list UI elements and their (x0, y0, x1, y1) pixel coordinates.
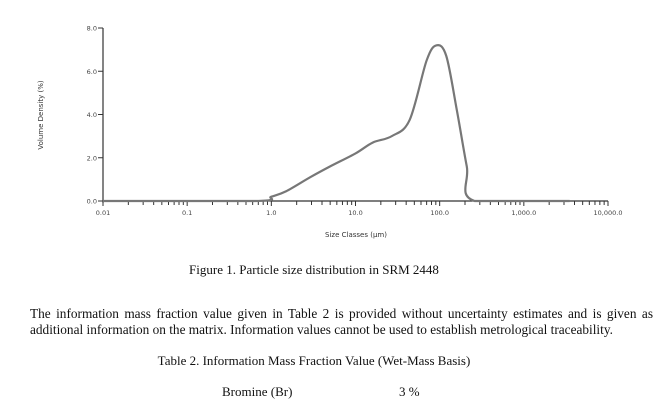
chart-ticks: 0.0 2.0 4.0 6.0 8.0 0.01 0.1 1.0 10.0 100.0 1,000.… (87, 25, 623, 218)
y-tick-label: 2.0 (87, 154, 97, 162)
information-paragraph: The information mass fraction value give… (30, 306, 653, 337)
x-tick-label: 10.0 (348, 209, 362, 217)
x-axis-label: Size Classes (µm) (325, 231, 387, 239)
x-tick-label: 0.01 (96, 209, 110, 217)
particle-size-chart: 0.0 2.0 4.0 6.0 8.0 0.01 0.1 1.0 10.0 100.0 1,000.… (37, 25, 623, 240)
x-tick-label: 100.0 (430, 209, 449, 217)
series-line (103, 44, 570, 203)
y-axis-label: Volume Density (%) (37, 80, 45, 149)
y-tick-label: 0.0 (87, 198, 97, 206)
y-tick-label: 6.0 (87, 68, 97, 76)
table-cell-analyte: Bromine (Br) (222, 384, 293, 399)
x-tick-label: 0.1 (182, 209, 192, 217)
x-tick-label: 10,000.0 (594, 209, 623, 217)
table-cell-value: 3 % (399, 384, 420, 399)
y-tick-label: 8.0 (87, 25, 97, 33)
x-tick-label: 1.0 (266, 209, 276, 217)
table-title: Table 2. Information Mass Fraction Value… (157, 353, 471, 368)
y-tick-label: 4.0 (87, 111, 97, 119)
chart-axes (102, 28, 608, 203)
figure-caption: Figure 1. Particle size distribution in … (189, 262, 439, 277)
x-tick-label: 1,000.0 (511, 209, 536, 217)
